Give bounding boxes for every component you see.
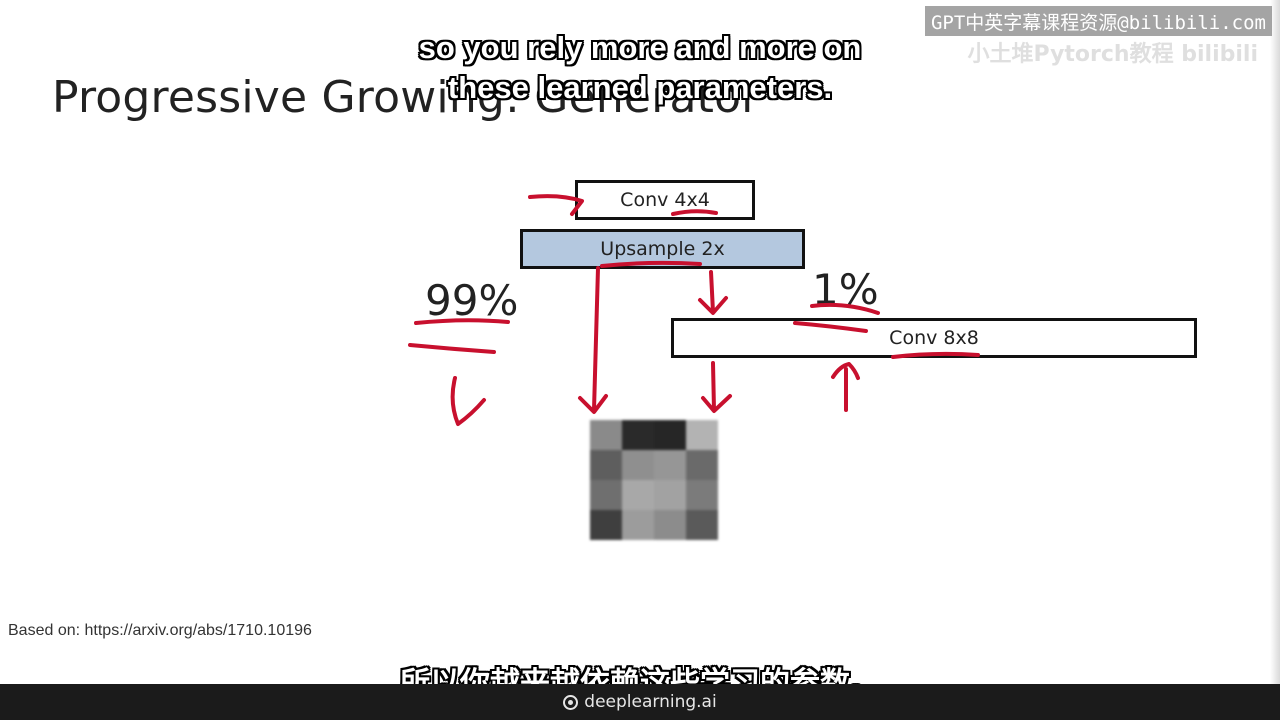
generated-output-image: [590, 420, 718, 540]
arrow-up-right: [831, 362, 860, 412]
output-pixel: [622, 510, 654, 540]
output-pixel: [654, 480, 686, 510]
underline-upsample: [600, 260, 702, 268]
underline-conv4-size: [671, 209, 718, 216]
underline-1-percent-2: [793, 321, 868, 333]
output-pixel: [686, 450, 718, 480]
subtitle-en-line-2: these learned parameters.: [447, 70, 833, 105]
output-pixel: [590, 450, 622, 480]
underline-1-percent-1: [810, 302, 880, 315]
conv-8x8-label: Conv 8x8: [889, 327, 979, 349]
watermark-faint: 小土堆Pytorch教程 bilibili: [967, 42, 1258, 67]
right-edge-shadow: [1270, 0, 1280, 684]
underline-99-percent-1: [414, 318, 510, 325]
conv-8x8-block: Conv 8x8: [671, 318, 1197, 358]
arrow-down-left: [450, 376, 486, 426]
underline-conv8-label: [891, 351, 980, 359]
watermark: GPT中英字幕课程资源@bilibili.com: [924, 6, 1272, 36]
output-pixel: [686, 420, 718, 450]
output-pixel: [686, 510, 718, 540]
output-pixel: [590, 420, 622, 450]
output-pixel: [590, 480, 622, 510]
underline-99-percent-2: [408, 343, 496, 354]
source-citation: Based on: https://arxiv.org/abs/1710.101…: [8, 622, 312, 639]
conv-4x4-block: Conv 4x4: [575, 180, 755, 220]
slide-title: Progressive Growing: Generator: [52, 72, 760, 123]
arrow-into-conv4: [528, 194, 584, 216]
upsample-block: Upsample 2x: [520, 229, 805, 269]
output-pixel: [654, 510, 686, 540]
deeplearning-logo-icon: [563, 694, 579, 710]
output-pixel: [590, 510, 622, 540]
output-pixel: [686, 480, 718, 510]
weight-99-percent: 99%: [425, 276, 519, 325]
handwritten-annotations: [408, 194, 980, 426]
brand: deeplearning.ai: [563, 692, 717, 712]
brand-name: deeplearning.ai: [584, 692, 717, 712]
output-pixel: [654, 420, 686, 450]
upsample-label: Upsample 2x: [600, 238, 725, 260]
bottom-bar: deeplearning.ai: [0, 684, 1280, 720]
conv8-to-output-arrow: [701, 361, 732, 413]
output-pixel: [622, 450, 654, 480]
subtitle-en-line-1: so you rely more and more on: [418, 30, 862, 65]
output-pixel: [622, 420, 654, 450]
output-pixel: [622, 480, 654, 510]
output-pixel: [654, 450, 686, 480]
upsample-to-output-line: [578, 266, 608, 414]
conv-4x4-label: Conv 4x4: [620, 189, 710, 211]
upsample-to-conv8-arrow: [698, 270, 728, 315]
